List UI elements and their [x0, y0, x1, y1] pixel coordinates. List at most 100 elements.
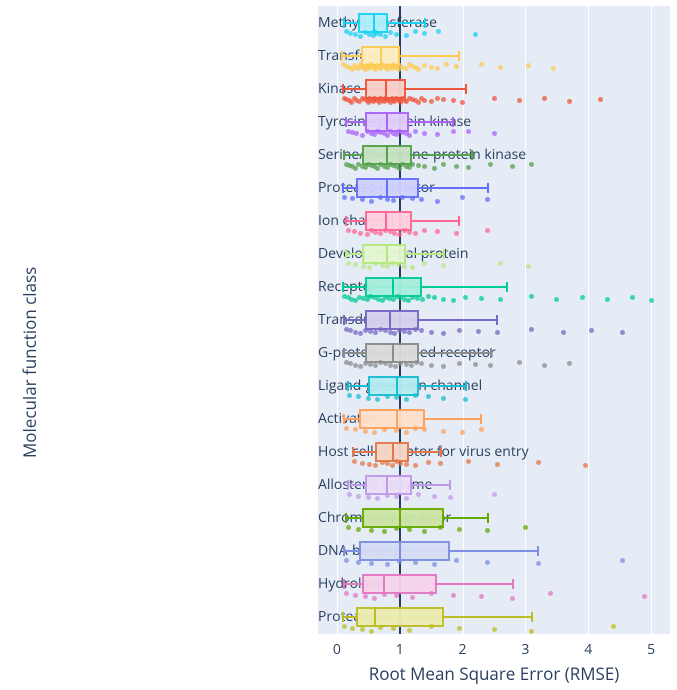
data-point — [432, 494, 437, 499]
data-point — [432, 562, 437, 567]
x-axis-title: Root Mean Square Error (RMSE) — [318, 662, 670, 685]
x-tick-label: 1 — [396, 634, 404, 659]
data-point — [413, 426, 418, 431]
median-line — [396, 376, 398, 396]
data-point — [407, 527, 412, 532]
data-point — [414, 360, 419, 365]
data-point — [353, 593, 358, 598]
whisker-cap — [342, 282, 344, 292]
x-tick-label: 5 — [647, 634, 655, 659]
median-line — [392, 343, 394, 363]
median-line — [396, 409, 398, 429]
whisker-cap — [342, 183, 344, 193]
outlier-point — [542, 363, 547, 368]
data-point — [360, 461, 365, 466]
data-point — [365, 232, 370, 237]
whisker-cap — [458, 51, 460, 61]
y-tick-label: Protease — [318, 610, 326, 624]
data-point — [407, 230, 412, 235]
data-point — [350, 626, 355, 631]
x-tick-label: 0 — [333, 634, 341, 659]
whisker-cap — [345, 513, 347, 523]
box — [359, 541, 450, 561]
whisker-cap — [487, 183, 489, 193]
data-point — [441, 297, 446, 302]
y-tick-label: G-protein coupled receptor — [318, 346, 326, 360]
data-point — [360, 133, 365, 138]
whisker-cap — [352, 447, 354, 457]
data-point — [435, 66, 440, 71]
data-point — [429, 591, 434, 596]
data-point — [410, 196, 415, 201]
data-point — [410, 162, 415, 167]
median-line — [389, 310, 391, 330]
data-point — [358, 231, 363, 236]
data-point — [385, 461, 390, 466]
box — [365, 475, 412, 495]
y-tick-label: Ion channel — [318, 214, 326, 228]
data-point — [366, 396, 371, 401]
data-point — [402, 264, 407, 269]
data-point — [435, 96, 440, 101]
y-axis-title: Molecular function class — [18, 267, 41, 458]
gridline — [651, 6, 652, 634]
data-point — [479, 296, 484, 301]
whisker-cap — [443, 249, 445, 259]
gridline — [525, 6, 526, 634]
data-point — [473, 362, 478, 367]
data-point — [479, 427, 484, 432]
whisker-cap — [471, 150, 473, 160]
y-tick-label: Host cell receptor for virus entry — [318, 445, 326, 459]
outlier-point — [649, 298, 654, 303]
data-point — [407, 133, 412, 138]
outlier-point — [473, 32, 478, 37]
outlier-point — [542, 96, 547, 101]
data-point — [510, 596, 515, 601]
y-tick-label: Activator — [318, 412, 326, 426]
whisker-cap — [341, 51, 343, 61]
whisker-cap — [347, 381, 349, 391]
y-tick-label: DNA-binding — [318, 544, 326, 558]
data-point — [390, 261, 395, 266]
data-point — [451, 129, 456, 134]
data-point — [369, 199, 374, 204]
data-point — [363, 594, 368, 599]
whisker-cap — [345, 249, 347, 259]
median-line — [386, 178, 388, 198]
data-point — [367, 462, 372, 467]
gridline — [588, 6, 589, 634]
whisker-cap — [487, 513, 489, 523]
whisker-cap — [496, 315, 498, 325]
data-point — [404, 496, 409, 501]
y-tick-label: Ligand-gated ion channel — [318, 379, 326, 393]
data-point — [385, 264, 390, 269]
outlier-point — [492, 131, 497, 136]
data-point — [413, 393, 418, 398]
data-point — [404, 462, 409, 467]
data-point — [356, 494, 361, 499]
outlier-point — [492, 492, 497, 497]
data-point — [448, 495, 453, 500]
data-point — [394, 32, 399, 37]
whisker-cap — [440, 447, 442, 457]
data-point — [410, 265, 415, 270]
whisker-cap — [424, 18, 426, 28]
data-point — [457, 527, 462, 532]
median-line — [374, 607, 376, 627]
whisker-cap — [343, 546, 345, 556]
data-point — [426, 460, 431, 465]
y-tick-label: Protease inhibitor — [318, 181, 326, 195]
y-tick-label: Developmental protein — [318, 247, 326, 261]
data-point — [382, 427, 387, 432]
whisker-cap — [537, 546, 539, 556]
data-point — [429, 330, 434, 335]
whisker-cap — [343, 18, 345, 28]
data-point — [382, 529, 387, 534]
data-point — [404, 362, 409, 367]
whisker-cap — [465, 381, 467, 391]
outlier-point — [498, 261, 503, 266]
data-point — [410, 595, 415, 600]
y-tick-label: Hydrolase — [318, 577, 326, 591]
outlier-point — [580, 295, 585, 300]
data-point — [454, 164, 459, 169]
